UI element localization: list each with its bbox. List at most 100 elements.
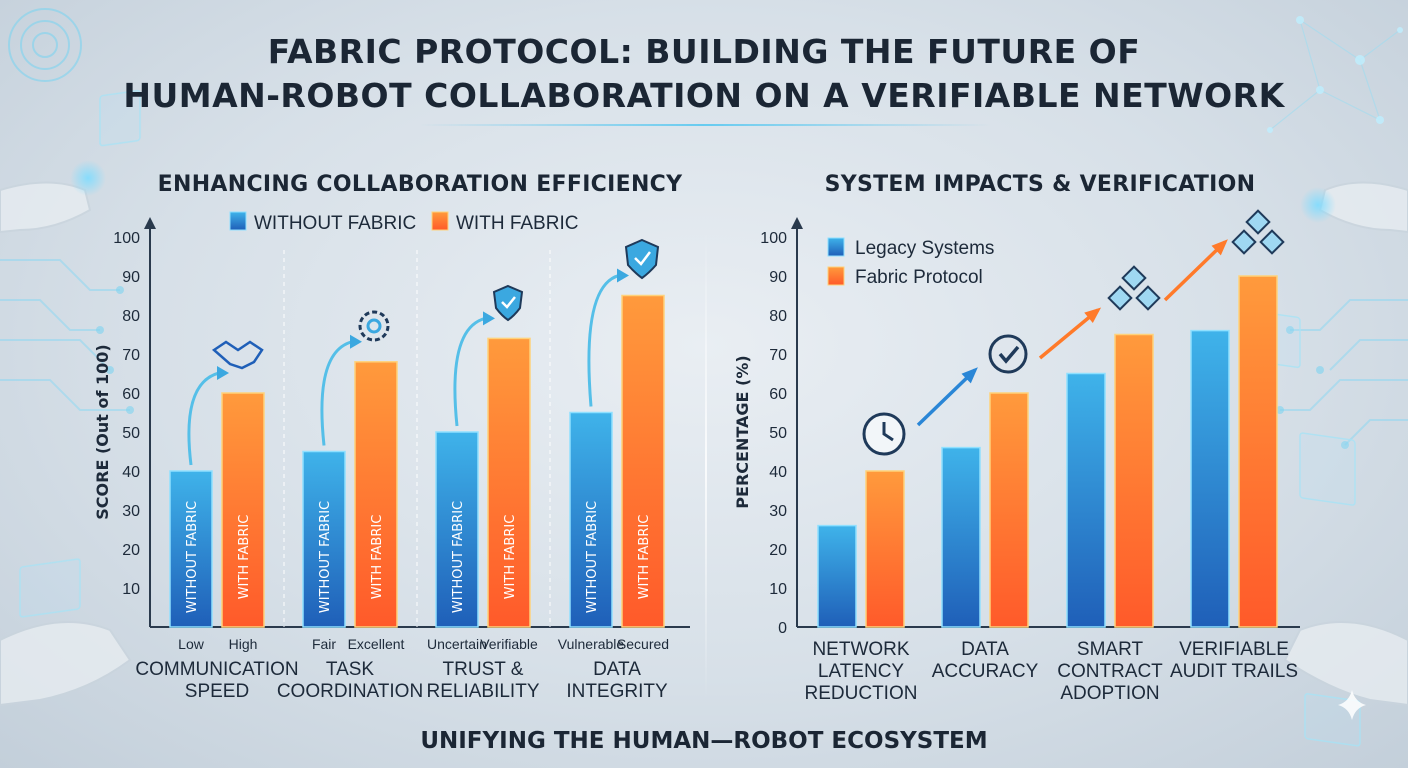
right-y-tick-label: 90 (769, 269, 787, 286)
clock-icon (862, 412, 906, 456)
page-title-line-1: FABRIC PROTOCOL: BUILDING THE FUTURE OF (267, 32, 1141, 71)
left-category-label: COMMUNICATION (135, 659, 298, 680)
left-bar-label: WITH FABRIC (237, 515, 252, 600)
trend-arrow (1038, 308, 1100, 360)
right-y-tick-label: 0 (778, 620, 787, 637)
improvement-arrow-head (617, 268, 629, 283)
improvement-arrow (187, 371, 220, 466)
improvement-arrow (320, 340, 353, 446)
right-category-label: ACCURACY (932, 661, 1039, 682)
right-legend-label: Legacy Systems (855, 238, 994, 259)
right-y-tick-label: 40 (769, 464, 787, 481)
right-y-tick-label: 20 (769, 542, 787, 559)
left-y-axis-title: SCORE (Out of 100) (93, 344, 112, 519)
left-bar (569, 411, 613, 628)
right-legend-swatch (827, 266, 845, 286)
page-title-line-2: HUMAN-ROBOT COLLABORATION ON A VERIFIABL… (123, 76, 1285, 115)
right-y-tick-label: 50 (769, 425, 787, 442)
left-y-tick-label: 30 (122, 503, 140, 520)
right-category-label: ADOPTION (1060, 683, 1159, 704)
trend-arrow (916, 368, 977, 427)
blocks-icon (1231, 209, 1285, 255)
check-icon (988, 334, 1028, 374)
left-bar-label: WITHOUT FABRIC (318, 501, 333, 613)
right-y-tick-label: 100 (760, 230, 787, 247)
left-category-sub-label: Verifiable (480, 636, 538, 652)
right-category-label: VERIFIABLE (1179, 639, 1289, 660)
left-category-sub-label: Secured (617, 636, 669, 652)
right-bar (1190, 329, 1230, 628)
left-category-label: RELIABILITY (427, 681, 540, 702)
left-bar-label: WITHOUT FABRIC (451, 501, 466, 613)
right-y-tick-label: 10 (769, 581, 787, 598)
left-bar (169, 470, 213, 628)
left-y-tick-label: 90 (122, 269, 140, 286)
left-category-label: INTEGRITY (566, 681, 668, 702)
improvement-arrow (453, 316, 486, 427)
right-bar (1066, 372, 1106, 628)
right-bar (941, 446, 981, 628)
left-category-label: DATA (593, 659, 641, 680)
left-bar (221, 392, 265, 628)
left-category-label: TRUST & (443, 659, 524, 680)
left-y-tick-label: 70 (122, 347, 140, 364)
left-icons (187, 238, 660, 466)
left-y-tick-label: 80 (122, 308, 140, 325)
left-legend-label: WITHOUT FABRIC (254, 213, 416, 234)
left-bar (354, 361, 398, 628)
title-divider (420, 124, 990, 126)
trend-arrow-head (961, 367, 978, 384)
left-bar (621, 294, 665, 628)
left-category-sub-label: High (229, 636, 258, 652)
right-chart-title: SYSTEM IMPACTS & VERIFICATION (824, 172, 1256, 197)
panel-divider (705, 230, 707, 700)
left-y-tick-label: 10 (122, 581, 140, 598)
left-bar-label: WITHOUT FABRIC (185, 501, 200, 613)
right-category-label: DATA (961, 639, 1009, 660)
left-category-sub-label: Low (178, 636, 205, 652)
left-legend: WITHOUT FABRIC WITH FABRIC (229, 211, 578, 234)
left-y-tick-label: 20 (122, 542, 140, 559)
left-category-label: SPEED (185, 681, 249, 702)
improvement-arrow-head (483, 311, 495, 326)
right-y-axis-arrow (791, 217, 803, 229)
right-bar (1114, 333, 1154, 628)
improvement-arrow (587, 274, 620, 407)
left-bar (435, 431, 479, 628)
footer-tagline: UNIFYING THE HUMAN—ROBOT ECOSYSTEM (420, 728, 988, 754)
shield-check-icon (492, 284, 524, 322)
shield-check-icon (624, 238, 660, 280)
left-bar (487, 337, 531, 628)
right-y-tick-label: 80 (769, 308, 787, 325)
left-category-sub-label: Vulnerable (558, 636, 625, 652)
left-y-tick-label: 60 (122, 386, 140, 403)
right-bar (865, 470, 905, 628)
trend-arrow-head (1084, 307, 1102, 324)
left-category-sub-label: Uncertain (427, 636, 487, 652)
right-plot-area: 0 10 20 30 40 50 60 70 80 90 100 PERCENTAGE (%) NETW… (733, 217, 1300, 704)
right-category-label: NETWORK (812, 639, 909, 660)
left-bar-label: WITH FABRIC (637, 515, 652, 600)
left-bar-label: WITHOUT FABRIC (585, 501, 600, 613)
left-y-tick-label: 100 (113, 230, 140, 247)
right-y-tick-label: 60 (769, 386, 787, 403)
left-chart-title: ENHANCING COLLABORATION EFFICIENCY (157, 172, 683, 197)
right-bar (989, 392, 1029, 628)
gear-icon (358, 310, 390, 342)
right-y-tick-label: 70 (769, 347, 787, 364)
right-category-label: LATENCY (818, 661, 905, 682)
left-y-axis-arrow (144, 217, 156, 229)
right-category-label: AUDIT TRAILS (1170, 661, 1298, 682)
left-category-sub-label: Excellent (348, 636, 405, 652)
right-category-label: SMART (1077, 639, 1144, 660)
right-legend: Legacy Systems Fabric Protocol (827, 237, 994, 288)
trend-arrow-head (1211, 239, 1228, 256)
right-icons (862, 209, 1285, 456)
right-category-label: CONTRACT (1057, 661, 1163, 682)
left-category-label: COORDINATION (277, 681, 423, 702)
handshake-icon (211, 340, 264, 370)
right-category-label: REDUCTION (805, 683, 918, 704)
